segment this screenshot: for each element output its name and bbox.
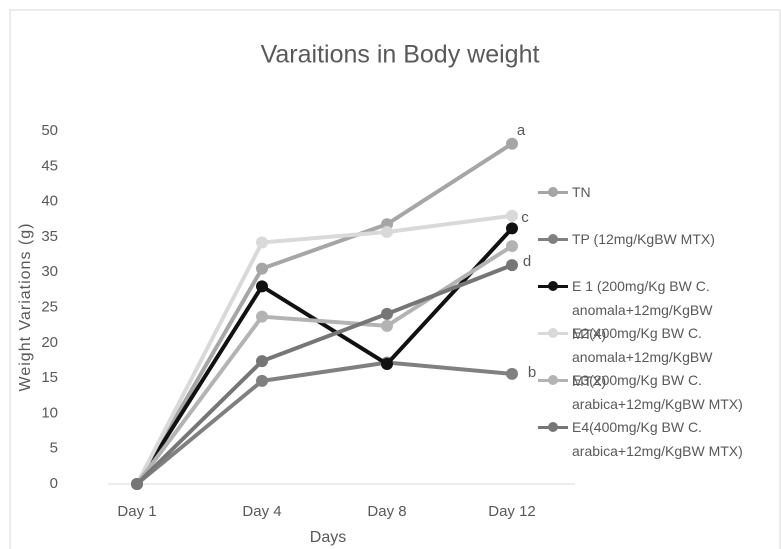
- y-tick-label: 45: [41, 157, 58, 174]
- data-point: [131, 478, 143, 490]
- y-tick-label: 20: [41, 334, 58, 351]
- annotation: d: [523, 253, 531, 270]
- series-line: [135, 227, 514, 486]
- data-point: [506, 222, 518, 235]
- y-tick-label: 15: [41, 369, 58, 386]
- legend-entry: E2(400mg/Kg BW C. anomala+12mg/KgBW MTX): [538, 321, 743, 389]
- data-point: [506, 137, 518, 150]
- data-point: [256, 236, 268, 249]
- legend-swatch: [538, 368, 572, 392]
- data-point: [381, 225, 393, 238]
- annotation: a: [517, 122, 526, 139]
- annotation: c: [521, 209, 529, 226]
- data-point: [256, 310, 268, 323]
- data-point: [381, 307, 393, 320]
- legend-entry: E3(200mg/Kg BW C. arabica+12mg/KgBW MTX): [538, 368, 743, 415]
- series-line: [135, 213, 513, 485]
- legend-swatch: [538, 227, 572, 251]
- data-point: [506, 259, 518, 272]
- series-line: [135, 263, 513, 486]
- legend-entry: TN: [538, 180, 743, 227]
- data-point: [256, 262, 268, 275]
- y-tick-label: 10: [41, 404, 58, 421]
- data-point: [381, 319, 393, 332]
- legend: TN TP (12mg/KgBW MTX) E 1 (200mg/Kg BW C. …: [538, 180, 743, 462]
- y-tick-label: 0: [50, 475, 58, 492]
- legend-label: TP (12mg/KgBW MTX): [572, 231, 715, 247]
- x-tick-label: Day 1: [117, 503, 156, 520]
- data-point: [506, 367, 518, 380]
- legend-swatch: [538, 321, 572, 345]
- chart-frame: [9, 9, 781, 549]
- y-tick-label: 35: [41, 228, 58, 245]
- data-point: [256, 374, 268, 387]
- x-tick-label: Day 12: [488, 503, 536, 520]
- data-point: [506, 209, 518, 222]
- y-tick-label: 25: [41, 298, 58, 315]
- legend-label: TN: [572, 184, 591, 200]
- y-tick-label: 30: [41, 263, 58, 280]
- series-line: [135, 244, 514, 486]
- y-axis-label: Weight Variations (g): [17, 223, 34, 392]
- data-point: [381, 357, 393, 370]
- legend-entry: TP (12mg/KgBW MTX): [538, 227, 743, 274]
- data-point: [256, 280, 268, 293]
- series-line: [135, 142, 514, 486]
- x-tick-label: Day 4: [242, 503, 281, 520]
- legend-label: E3(200mg/Kg BW C. arabica+12mg/KgBW MTX): [572, 372, 743, 412]
- legend-label: E 1 (200mg/Kg BW C. anomala+12mg/KgBW MT…: [572, 278, 713, 342]
- x-tick-label: Day 8: [367, 503, 406, 520]
- y-tick-label: 5: [50, 440, 58, 457]
- legend-swatch: [538, 274, 572, 298]
- x-axis-label: Days: [310, 529, 346, 546]
- legend-label: E2(400mg/Kg BW C. anomala+12mg/KgBW MTX): [572, 325, 713, 389]
- chart-title: Varaitions in Body weight: [261, 41, 540, 69]
- annotation: b: [528, 364, 536, 381]
- legend-swatch: [538, 180, 572, 204]
- data-point: [256, 355, 268, 368]
- legend-label: E4(400mg/Kg BW C. arabica+12mg/KgBW MTX): [572, 419, 743, 459]
- y-tick-label: 50: [41, 122, 58, 139]
- data-point: [506, 240, 518, 253]
- y-tick-label: 40: [41, 193, 58, 210]
- series-line: [135, 360, 513, 486]
- legend-entry: E4(400mg/Kg BW C. arabica+12mg/KgBW MTX): [538, 415, 743, 462]
- legend-swatch: [538, 415, 572, 439]
- legend-entry: E 1 (200mg/Kg BW C. anomala+12mg/KgBW MT…: [538, 274, 743, 342]
